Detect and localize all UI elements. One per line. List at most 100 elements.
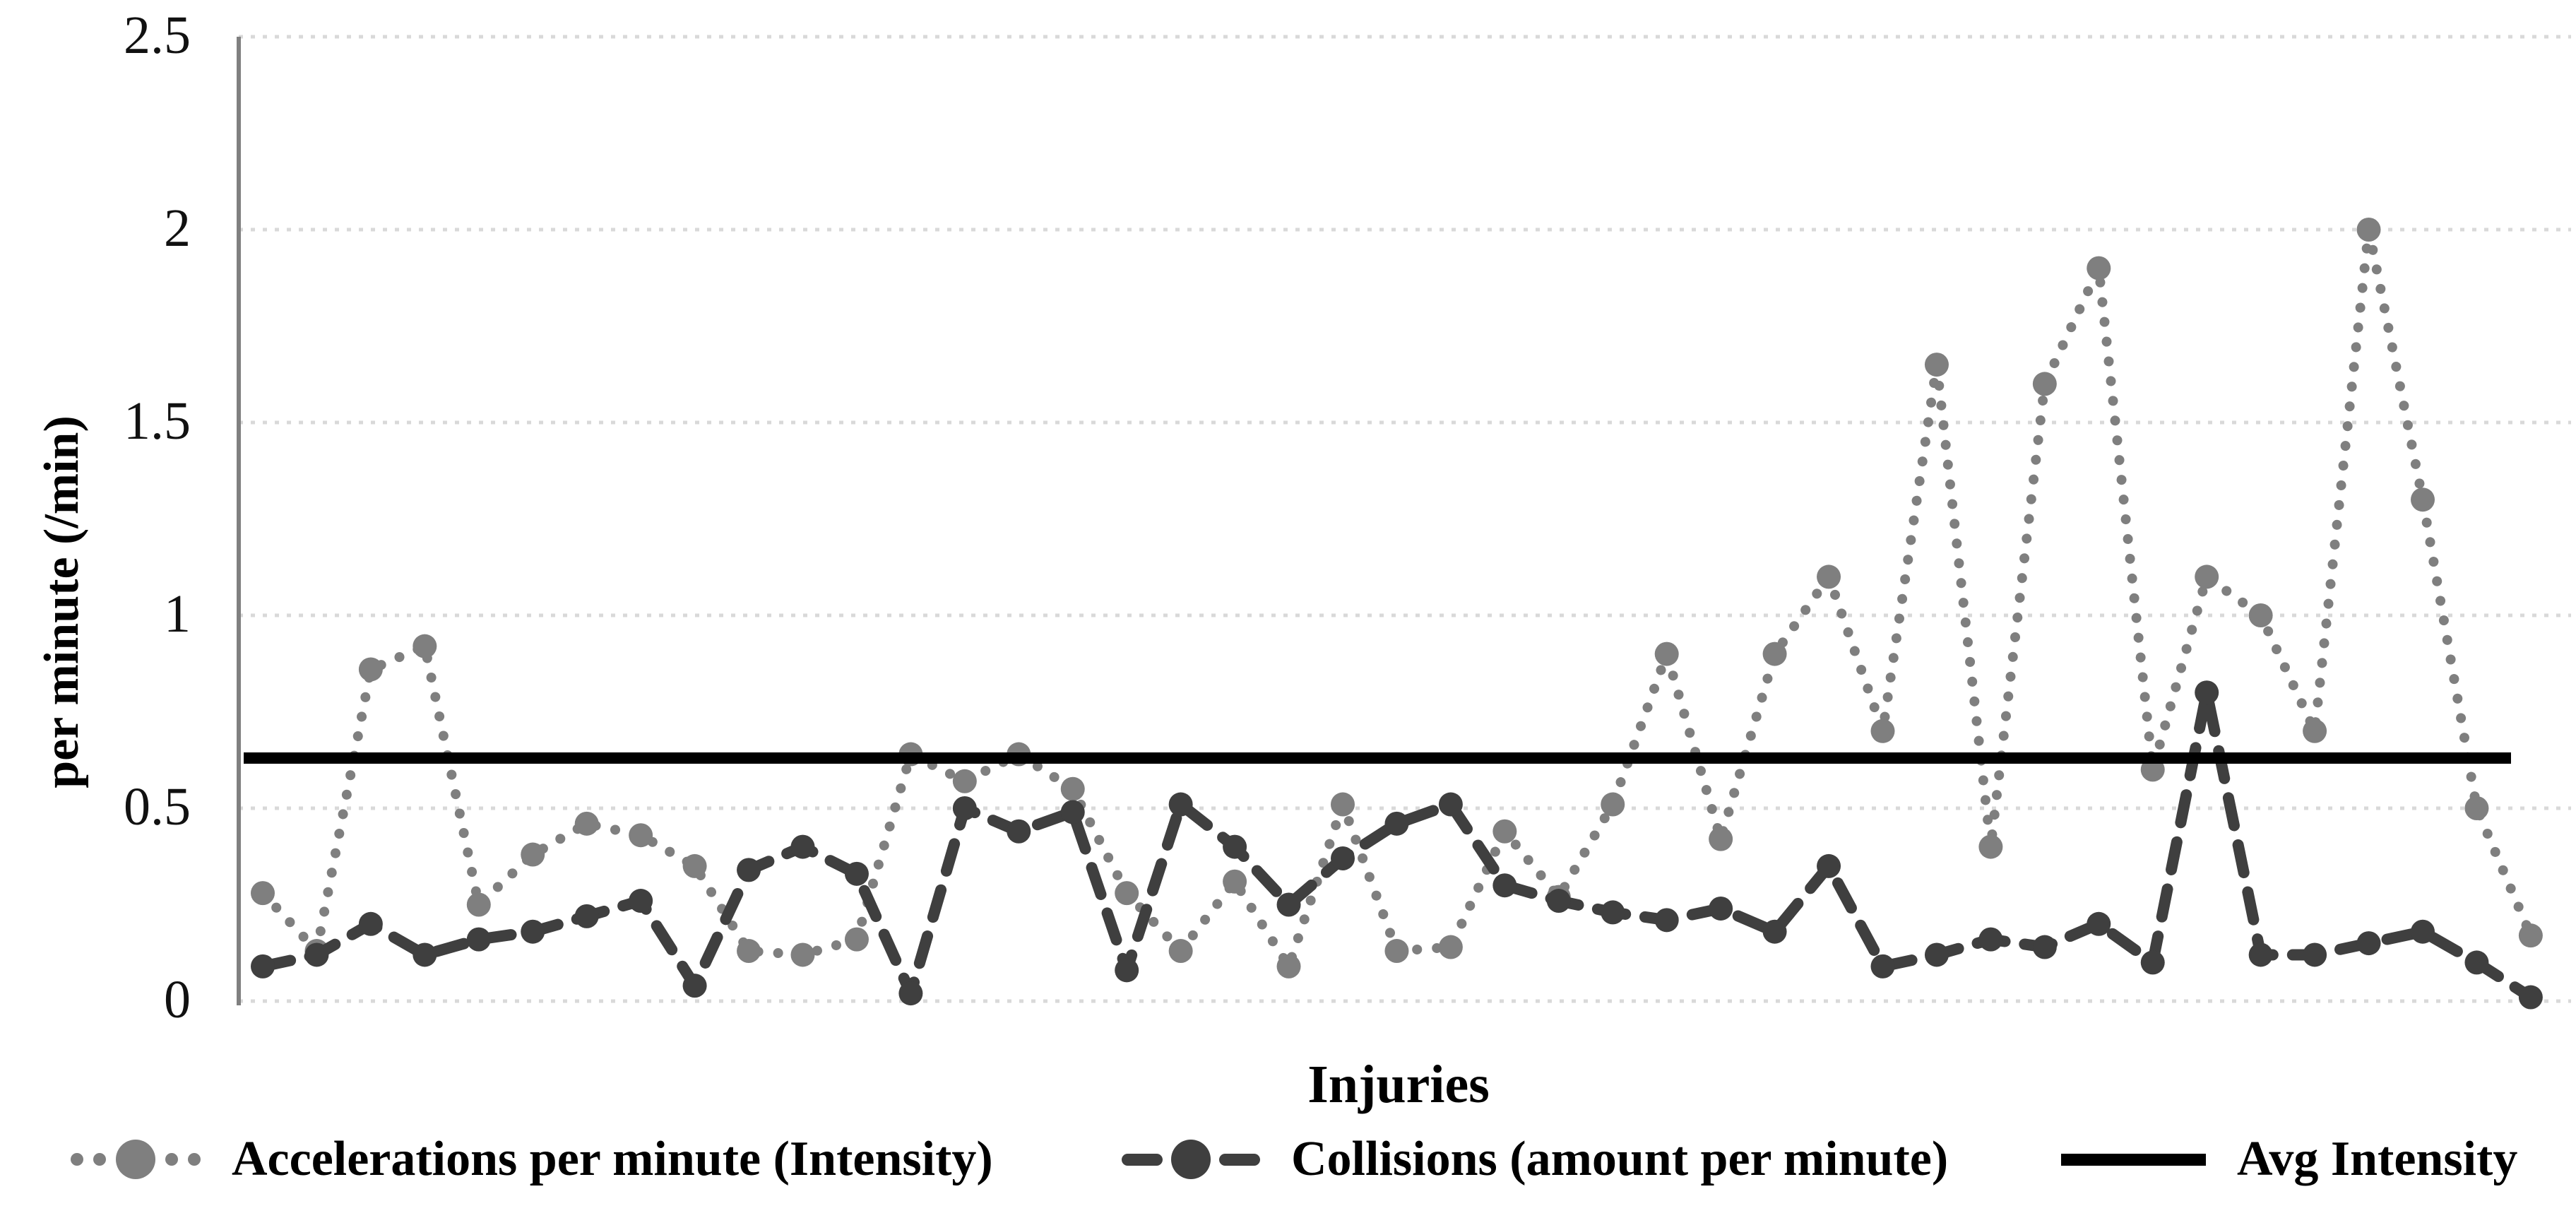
acceleration-data-point [1060, 776, 1085, 801]
y-tick-label: 1 [164, 584, 191, 644]
accelerations-legend-swatch-icon [71, 1140, 201, 1179]
collision-data-point [2518, 985, 2543, 1010]
acceleration-series-line [258, 225, 2536, 971]
collision-data-point [1924, 942, 1949, 967]
collision-data-point [1654, 908, 1679, 933]
acceleration-data-point [251, 881, 275, 906]
collision-data-point [1817, 853, 1841, 878]
acceleration-data-point [1492, 819, 1517, 844]
acceleration-data-point [1223, 869, 1247, 894]
acceleration-data-point [1115, 881, 1139, 906]
acceleration-data-point [521, 842, 545, 867]
collision-data-point [1331, 846, 1355, 870]
acceleration-data-point [2464, 796, 2489, 820]
collision-data-point [304, 942, 329, 967]
collision-data-point [1870, 954, 1895, 978]
collision-data-point [1762, 919, 1787, 944]
collision-data-point [1709, 896, 1733, 921]
acceleration-data-point [574, 811, 599, 836]
collision-data-point [1601, 900, 1625, 925]
avg-intensity-legend-swatch-icon [2061, 1153, 2206, 1166]
collision-data-point [1438, 792, 1463, 817]
acceleration-data-point [629, 823, 653, 848]
collision-data-point [574, 904, 599, 928]
acceleration-data-point [2411, 487, 2435, 512]
collision-data-point [2087, 911, 2111, 936]
acceleration-data-point [1601, 792, 1625, 817]
y-tick-label: 0 [164, 970, 191, 1029]
collision-data-point [521, 919, 545, 944]
acceleration-data-point [412, 634, 437, 658]
acceleration-data-point [952, 769, 977, 793]
acceleration-data-point [1817, 564, 1841, 589]
collision-data-point [1276, 892, 1301, 917]
collision-data-point [1007, 819, 1031, 844]
collision-data-point [952, 796, 977, 820]
collision-data-point [412, 942, 437, 967]
acceleration-data-point [1438, 935, 1463, 959]
x-axis-title: Injuries [1307, 1055, 1490, 1114]
collision-data-point [790, 834, 815, 859]
legend-label-collisions: Collisions (amount per minute) [1291, 1132, 1949, 1186]
acceleration-data-point [2195, 564, 2219, 589]
collision-data-point [2032, 935, 2057, 959]
legend: Accelerations per minute (Intensity) Coll… [0, 1113, 2576, 1205]
collision-data-point [1384, 811, 1409, 836]
acceleration-data-point [2248, 603, 2273, 627]
collision-data-point [2303, 942, 2327, 967]
collision-data-point [629, 889, 653, 913]
acceleration-data-point [1870, 719, 1895, 743]
legend-label-avg-intensity: Avg Intensity [2237, 1132, 2518, 1186]
collision-data-point [2195, 680, 2219, 705]
acceleration-data-point [682, 853, 707, 878]
collision-data-point [844, 861, 869, 886]
collision-data-point [466, 927, 491, 952]
collision-data-point [1168, 792, 1193, 817]
acceleration-data-point [2356, 218, 2381, 242]
y-tick-label: 1.5 [124, 391, 191, 451]
acceleration-data-point [1168, 939, 1193, 964]
acceleration-data-point [737, 939, 761, 964]
collision-data-point [1492, 873, 1517, 898]
legend-item-collisions: Collisions (amount per minute) [1122, 1113, 1948, 1205]
legend-item-accelerations: Accelerations per minute (Intensity) [71, 1113, 993, 1205]
collision-data-point [2248, 942, 2273, 967]
acceleration-data-point [1978, 834, 2003, 859]
collision-data-point [251, 954, 275, 978]
collision-data-point [2411, 919, 2435, 944]
dot-icon [165, 1153, 178, 1166]
dash-icon [1122, 1153, 1163, 1166]
y-axis-title: per minute (/min) [35, 415, 89, 788]
collision-data-point [1978, 927, 2003, 952]
acceleration-data-point [790, 942, 815, 967]
dot-icon [1171, 1140, 1211, 1179]
acceleration-data-point [2032, 372, 2057, 396]
dot-icon [93, 1153, 106, 1166]
legend-label-accelerations: Accelerations per minute (Intensity) [232, 1132, 993, 1186]
collision-data-point [682, 974, 707, 998]
collision-data-point [737, 858, 761, 882]
collision-data-point [358, 911, 383, 936]
line-icon [2061, 1153, 2206, 1166]
acceleration-data-point [1924, 353, 1949, 377]
dot-icon [188, 1153, 201, 1166]
collisions-legend-swatch-icon [1122, 1140, 1260, 1179]
collision-data-point [2464, 950, 2489, 975]
acceleration-data-point [1384, 939, 1409, 964]
collision-data-point [2356, 931, 2381, 956]
dot-icon [116, 1140, 155, 1179]
acceleration-data-point [2087, 256, 2111, 280]
acceleration-data-point [358, 657, 383, 682]
dash-icon [1219, 1153, 1260, 1166]
acceleration-data-point [1276, 954, 1301, 978]
legend-item-avg-intensity: Avg Intensity [2061, 1113, 2517, 1205]
acceleration-data-point [1709, 827, 1733, 851]
collision-data-point [1223, 834, 1247, 859]
y-tick-label: 0.5 [124, 777, 191, 836]
acceleration-data-point [1331, 792, 1355, 817]
acceleration-data-point [1762, 641, 1787, 666]
acceleration-data-point [844, 927, 869, 952]
collision-data-point [2140, 950, 2165, 975]
